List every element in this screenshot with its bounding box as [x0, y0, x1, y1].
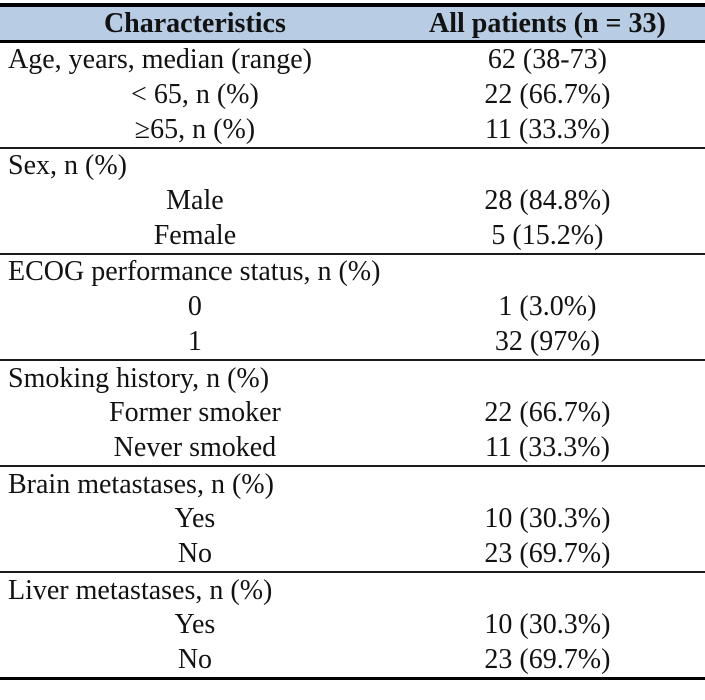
- table-row: ≥65, n (%) 11 (33.3%): [0, 112, 705, 147]
- characteristic-cell: Never smoked: [113, 431, 277, 463]
- table-row: < 65, n (%) 22 (66.7%): [0, 78, 705, 113]
- value-cell: 28 (84.8%): [484, 185, 611, 217]
- value-cell: 5 (15.2%): [491, 219, 604, 251]
- characteristic-cell: Yes: [174, 503, 216, 535]
- table-row: Former smoker 22 (66.7%): [0, 396, 705, 431]
- table-row: Age, years, median (range) 62 (38-73): [0, 43, 705, 78]
- table-row: Smoking history, n (%): [0, 361, 705, 396]
- value-cell: 23 (69.7%): [484, 537, 611, 569]
- section-smoking: Smoking history, n (%) Former smoker 22 …: [0, 359, 705, 465]
- value-cell: 23 (69.7%): [484, 644, 611, 676]
- table-row: 0 1 (3.0%): [0, 290, 705, 325]
- characteristic-cell: Former smoker: [109, 397, 281, 429]
- characteristic-cell: Smoking history, n (%): [8, 362, 270, 394]
- table-row: Yes 10 (30.3%): [0, 502, 705, 537]
- characteristic-cell: Sex, n (%): [8, 150, 127, 182]
- characteristic-cell: No: [177, 644, 213, 676]
- table-row: ECOG performance status, n (%): [0, 255, 705, 290]
- table-row: Sex, n (%): [0, 149, 705, 184]
- value-cell: 62 (38-73): [487, 44, 607, 76]
- characteristic-cell: < 65, n (%): [131, 79, 259, 111]
- table-row: No 23 (69.7%): [0, 643, 705, 678]
- value-cell: 11 (33.3%): [484, 431, 610, 463]
- characteristic-cell: 0: [187, 291, 202, 323]
- header-all-patients: All patients (n = 33): [428, 7, 666, 39]
- characteristic-cell: ≥65, n (%): [134, 113, 256, 145]
- table-header-row: Characteristics All patients (n = 33): [0, 7, 705, 43]
- header-characteristics: Characteristics: [103, 7, 286, 39]
- section-sex: Sex, n (%) Male 28 (84.8%) Female 5 (15.…: [0, 147, 705, 253]
- characteristic-cell: 1: [187, 325, 202, 357]
- characteristic-cell: No: [177, 537, 213, 569]
- characteristic-cell: Age, years, median (range): [8, 44, 312, 76]
- value-cell: 10 (30.3%): [484, 609, 611, 641]
- table-row: Liver metastases, n (%): [0, 573, 705, 608]
- characteristic-cell: Female: [153, 219, 237, 251]
- table-row: Female 5 (15.2%): [0, 218, 705, 253]
- table-row: No 23 (69.7%): [0, 537, 705, 572]
- section-liver-metastases: Liver metastases, n (%) Yes 10 (30.3%) N…: [0, 571, 705, 677]
- characteristic-cell: Brain metastases, n (%): [8, 468, 274, 500]
- patient-characteristics-table: Characteristics All patients (n = 33) Ag…: [0, 3, 705, 681]
- value-cell: 11 (33.3%): [484, 113, 610, 145]
- table-row: Male 28 (84.8%): [0, 184, 705, 219]
- value-cell: 1 (3.0%): [498, 291, 597, 323]
- section-ecog: ECOG performance status, n (%) 0 1 (3.0%…: [0, 253, 705, 359]
- table-row: Brain metastases, n (%): [0, 467, 705, 502]
- section-age: Age, years, median (range) 62 (38-73) < …: [0, 43, 705, 147]
- characteristic-cell: ECOG performance status, n (%): [8, 256, 381, 288]
- value-cell: 22 (66.7%): [484, 79, 611, 111]
- section-brain-metastases: Brain metastases, n (%) Yes 10 (30.3%) N…: [0, 465, 705, 571]
- value-cell: 22 (66.7%): [484, 397, 611, 429]
- value-cell: 10 (30.3%): [484, 503, 611, 535]
- characteristic-cell: Liver metastases, n (%): [8, 574, 273, 606]
- table-row: Never smoked 11 (33.3%): [0, 431, 705, 466]
- value-cell: 32 (97%): [494, 325, 600, 357]
- characteristic-cell: Yes: [174, 609, 216, 641]
- table-row: Yes 10 (30.3%): [0, 608, 705, 643]
- characteristic-cell: Male: [166, 185, 224, 217]
- table-row: 1 32 (97%): [0, 325, 705, 360]
